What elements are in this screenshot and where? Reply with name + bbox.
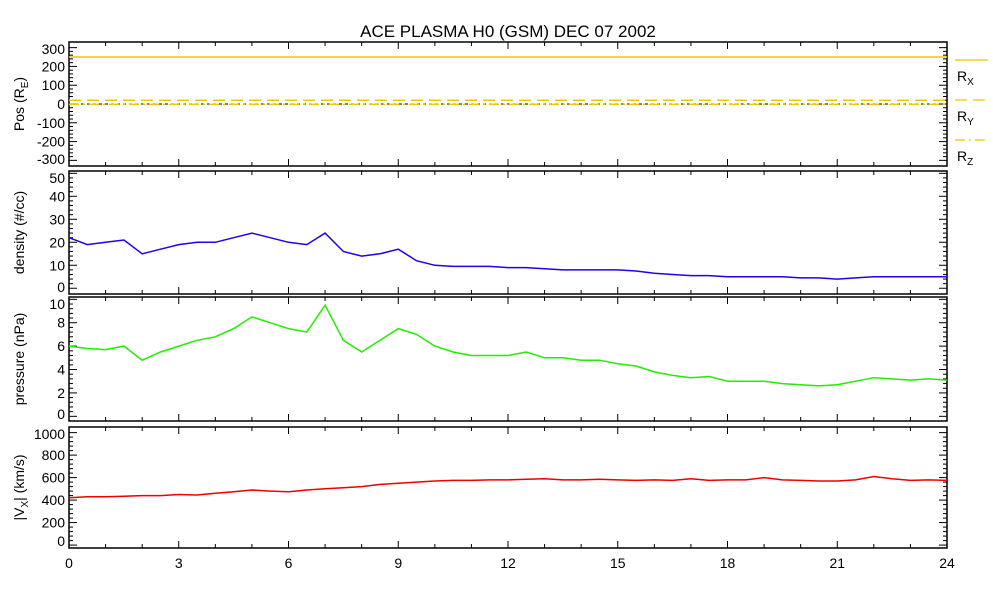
series-line-density bbox=[68, 232, 947, 280]
legend-label-sub: Y bbox=[967, 117, 974, 128]
y-tick-label: 0 bbox=[57, 279, 65, 295]
legend-label: RY bbox=[957, 108, 974, 128]
x-tick-label: 15 bbox=[610, 555, 626, 571]
pressure-panel: 10 8 6 4 2 0 pressure (nPa) bbox=[11, 296, 948, 422]
x-tick-label: 21 bbox=[829, 555, 845, 571]
legend-label-main: R bbox=[957, 68, 967, 84]
x-tick-label: 0 bbox=[65, 555, 73, 571]
y-tick-label: 40 bbox=[49, 188, 65, 204]
y-label-suffix: ) bbox=[11, 77, 27, 82]
y-tick-label: 30 bbox=[49, 211, 65, 227]
density-panel: 50 40 30 20 10 0 density (#/cc) bbox=[11, 170, 948, 295]
x-tick-label: 9 bbox=[394, 555, 402, 571]
y-tick-label: 0 bbox=[57, 406, 65, 422]
y-axis-label: Pos (RE) bbox=[11, 77, 31, 131]
y-label-main: |V bbox=[11, 507, 27, 521]
y-label-sub: X bbox=[20, 501, 31, 508]
series-line-pressure bbox=[68, 303, 948, 387]
y-tick-label: 50 bbox=[49, 170, 65, 186]
y-label-sub: E bbox=[20, 81, 31, 88]
y-tick-label: -100 bbox=[37, 115, 65, 131]
y-tick-label: 1000 bbox=[34, 426, 65, 442]
legend-label-main: R bbox=[957, 108, 967, 124]
x-tick-label: 24 bbox=[939, 555, 955, 571]
y-tick-label: -200 bbox=[37, 134, 65, 150]
y-tick-label: -300 bbox=[37, 151, 65, 167]
y-label-main: density (#/cc) bbox=[11, 191, 27, 274]
y-tick-label: 10 bbox=[49, 257, 65, 273]
panel-frame bbox=[68, 426, 948, 549]
y-tick-label: 800 bbox=[42, 447, 66, 463]
y-label-suffix: | (km/s) bbox=[11, 454, 27, 500]
panel-frame bbox=[68, 296, 948, 422]
y-tick-label: 400 bbox=[42, 492, 66, 508]
y-tick-label: 20 bbox=[49, 234, 65, 250]
velocity-panel: 1000 800 600 400 200 0 |VX| (km/s) bbox=[11, 426, 948, 549]
legend-label-sub: Z bbox=[967, 157, 973, 168]
y-axis-label: pressure (nPa) bbox=[11, 313, 27, 406]
y-tick-label: 100 bbox=[42, 77, 66, 93]
legend-label-sub: X bbox=[967, 77, 974, 88]
y-tick-label: 6 bbox=[57, 338, 65, 354]
y-tick-label: 0 bbox=[57, 96, 65, 112]
chart-title: ACE PLASMA H0 (GSM) DEC 07 2002 bbox=[360, 22, 656, 41]
x-tick-label: 12 bbox=[500, 555, 516, 571]
y-tick-label: 4 bbox=[57, 362, 65, 378]
y-tick-label: 600 bbox=[42, 470, 66, 486]
y-tick-label: 8 bbox=[57, 315, 65, 331]
legend-label: RZ bbox=[957, 148, 973, 168]
x-tick-label: 18 bbox=[720, 555, 736, 571]
y-label-main: Pos (R bbox=[11, 88, 27, 131]
y-axis-label: density (#/cc) bbox=[11, 191, 27, 274]
legend-label-main: R bbox=[957, 148, 967, 164]
series-line-vx bbox=[68, 475, 948, 499]
panel-frame bbox=[68, 170, 948, 295]
x-tick-label: 3 bbox=[175, 555, 183, 571]
x-tick-label: 6 bbox=[285, 555, 293, 571]
y-tick-label: 0 bbox=[57, 533, 65, 549]
y-tick-label: 200 bbox=[42, 58, 66, 74]
y-tick-label: 10 bbox=[49, 296, 65, 312]
y-tick-label: 2 bbox=[57, 385, 65, 401]
legend-label: RX bbox=[957, 68, 974, 88]
y-tick-label: 200 bbox=[42, 515, 66, 531]
y-tick-label: 300 bbox=[42, 41, 66, 57]
y-label-main: pressure (nPa) bbox=[11, 313, 27, 406]
y-axis-label: |VX| (km/s) bbox=[11, 454, 31, 520]
